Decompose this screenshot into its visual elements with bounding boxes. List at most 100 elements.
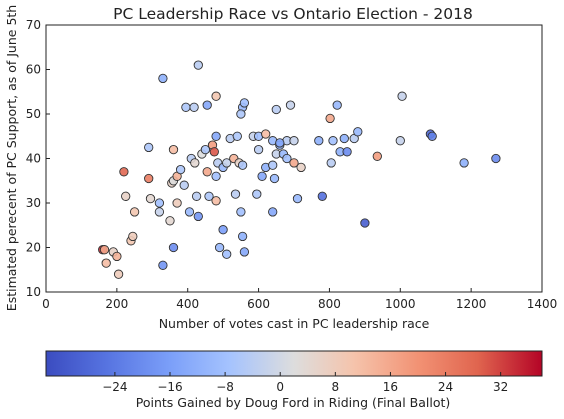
data-point [144,142,154,153]
x-tick-label: 600 [247,297,270,311]
data-point [397,91,407,101]
data-point [211,131,221,141]
data-point [214,242,225,253]
data-point [181,102,191,112]
colorbar-tick-label: −24 [102,380,127,394]
colorbar-tick-label: 16 [383,380,398,394]
data-point [209,147,219,157]
y-tick-label: 70 [26,18,41,32]
y-tick-label: 20 [26,241,41,255]
data-point [332,100,342,110]
data-point [236,207,246,217]
data-point [189,102,199,112]
data-point [282,153,292,164]
data-point [372,151,382,161]
chart-title: PC Leadership Race vs Ontario Election -… [113,5,473,23]
x-axis-ticks: 0 200 400 600 800 1000 1200 1400 [42,288,557,311]
y-axis-label: Estimated perecent of PC Support, as of … [4,5,19,311]
data-point [168,242,179,253]
data-point [222,249,232,259]
data-point [261,129,271,139]
colorbar-ticks: −24 −16 −8 0 8 16 24 32 [102,372,508,394]
data-point [237,231,248,242]
data-point [190,158,200,168]
x-tick-label: 1400 [527,297,558,311]
data-point [328,136,338,146]
data-point [289,136,299,146]
data-point [253,144,264,155]
points-layer [98,60,501,279]
y-tick-label: 60 [26,63,41,77]
data-point [237,160,248,170]
x-tick-label: 1000 [385,297,416,311]
data-point [239,98,250,108]
colorbar-tick-label: 24 [438,380,453,394]
data-point [325,113,335,124]
data-point [193,60,203,70]
data-point [202,167,212,177]
data-point [211,196,221,206]
data-point [339,133,349,144]
data-point [491,153,501,164]
data-point [459,158,469,168]
data-point [292,193,303,204]
data-point [144,173,154,184]
data-point [342,147,352,157]
data-point [257,171,267,181]
y-tick-label: 30 [26,196,41,210]
data-point [172,198,182,208]
colorbar-tick-label: 8 [332,380,340,394]
data-point [222,158,232,168]
data-point [232,131,242,141]
data-point [200,144,211,155]
data-point [211,171,221,181]
data-point [175,164,186,175]
colorbar-tick-label: −8 [216,380,234,394]
data-point [165,216,175,226]
data-point [184,207,195,217]
x-tick-label: 1200 [456,297,487,311]
y-tick-label: 50 [26,107,41,121]
data-point [269,173,280,184]
data-point [179,180,189,190]
x-tick-label: 400 [176,297,199,311]
data-point [218,225,228,235]
data-point [317,191,327,201]
data-point [158,73,168,84]
data-point [204,191,214,201]
data-point [252,189,262,199]
data-point [202,100,212,110]
data-point [314,136,324,146]
data-point [395,136,405,146]
x-axis-label: Number of votes cast in PC leadership ra… [159,316,430,331]
data-point [113,269,124,279]
data-point [119,167,129,177]
data-point [360,218,370,228]
data-point [112,251,122,262]
colorbar [45,350,543,377]
data-point [193,211,203,222]
data-point [158,260,168,270]
data-point [296,162,306,173]
x-tick-label: 200 [105,297,128,311]
data-point [145,193,156,204]
data-point [121,191,131,201]
data-point [154,198,165,208]
data-point [230,189,241,199]
data-point [99,245,110,255]
data-point [128,231,138,242]
y-axis-ticks: 10 20 30 40 50 60 70 [26,18,50,299]
data-point [154,207,165,217]
data-point [236,109,246,119]
data-point [285,100,296,110]
y-tick-label: 10 [26,285,41,299]
data-point [129,207,140,217]
data-point [211,91,221,101]
data-point [239,247,250,257]
colorbar-tick-label: 32 [493,380,508,394]
x-tick-label: 0 [42,297,50,311]
data-point [268,207,278,217]
data-point [289,158,299,168]
data-point [268,160,278,170]
